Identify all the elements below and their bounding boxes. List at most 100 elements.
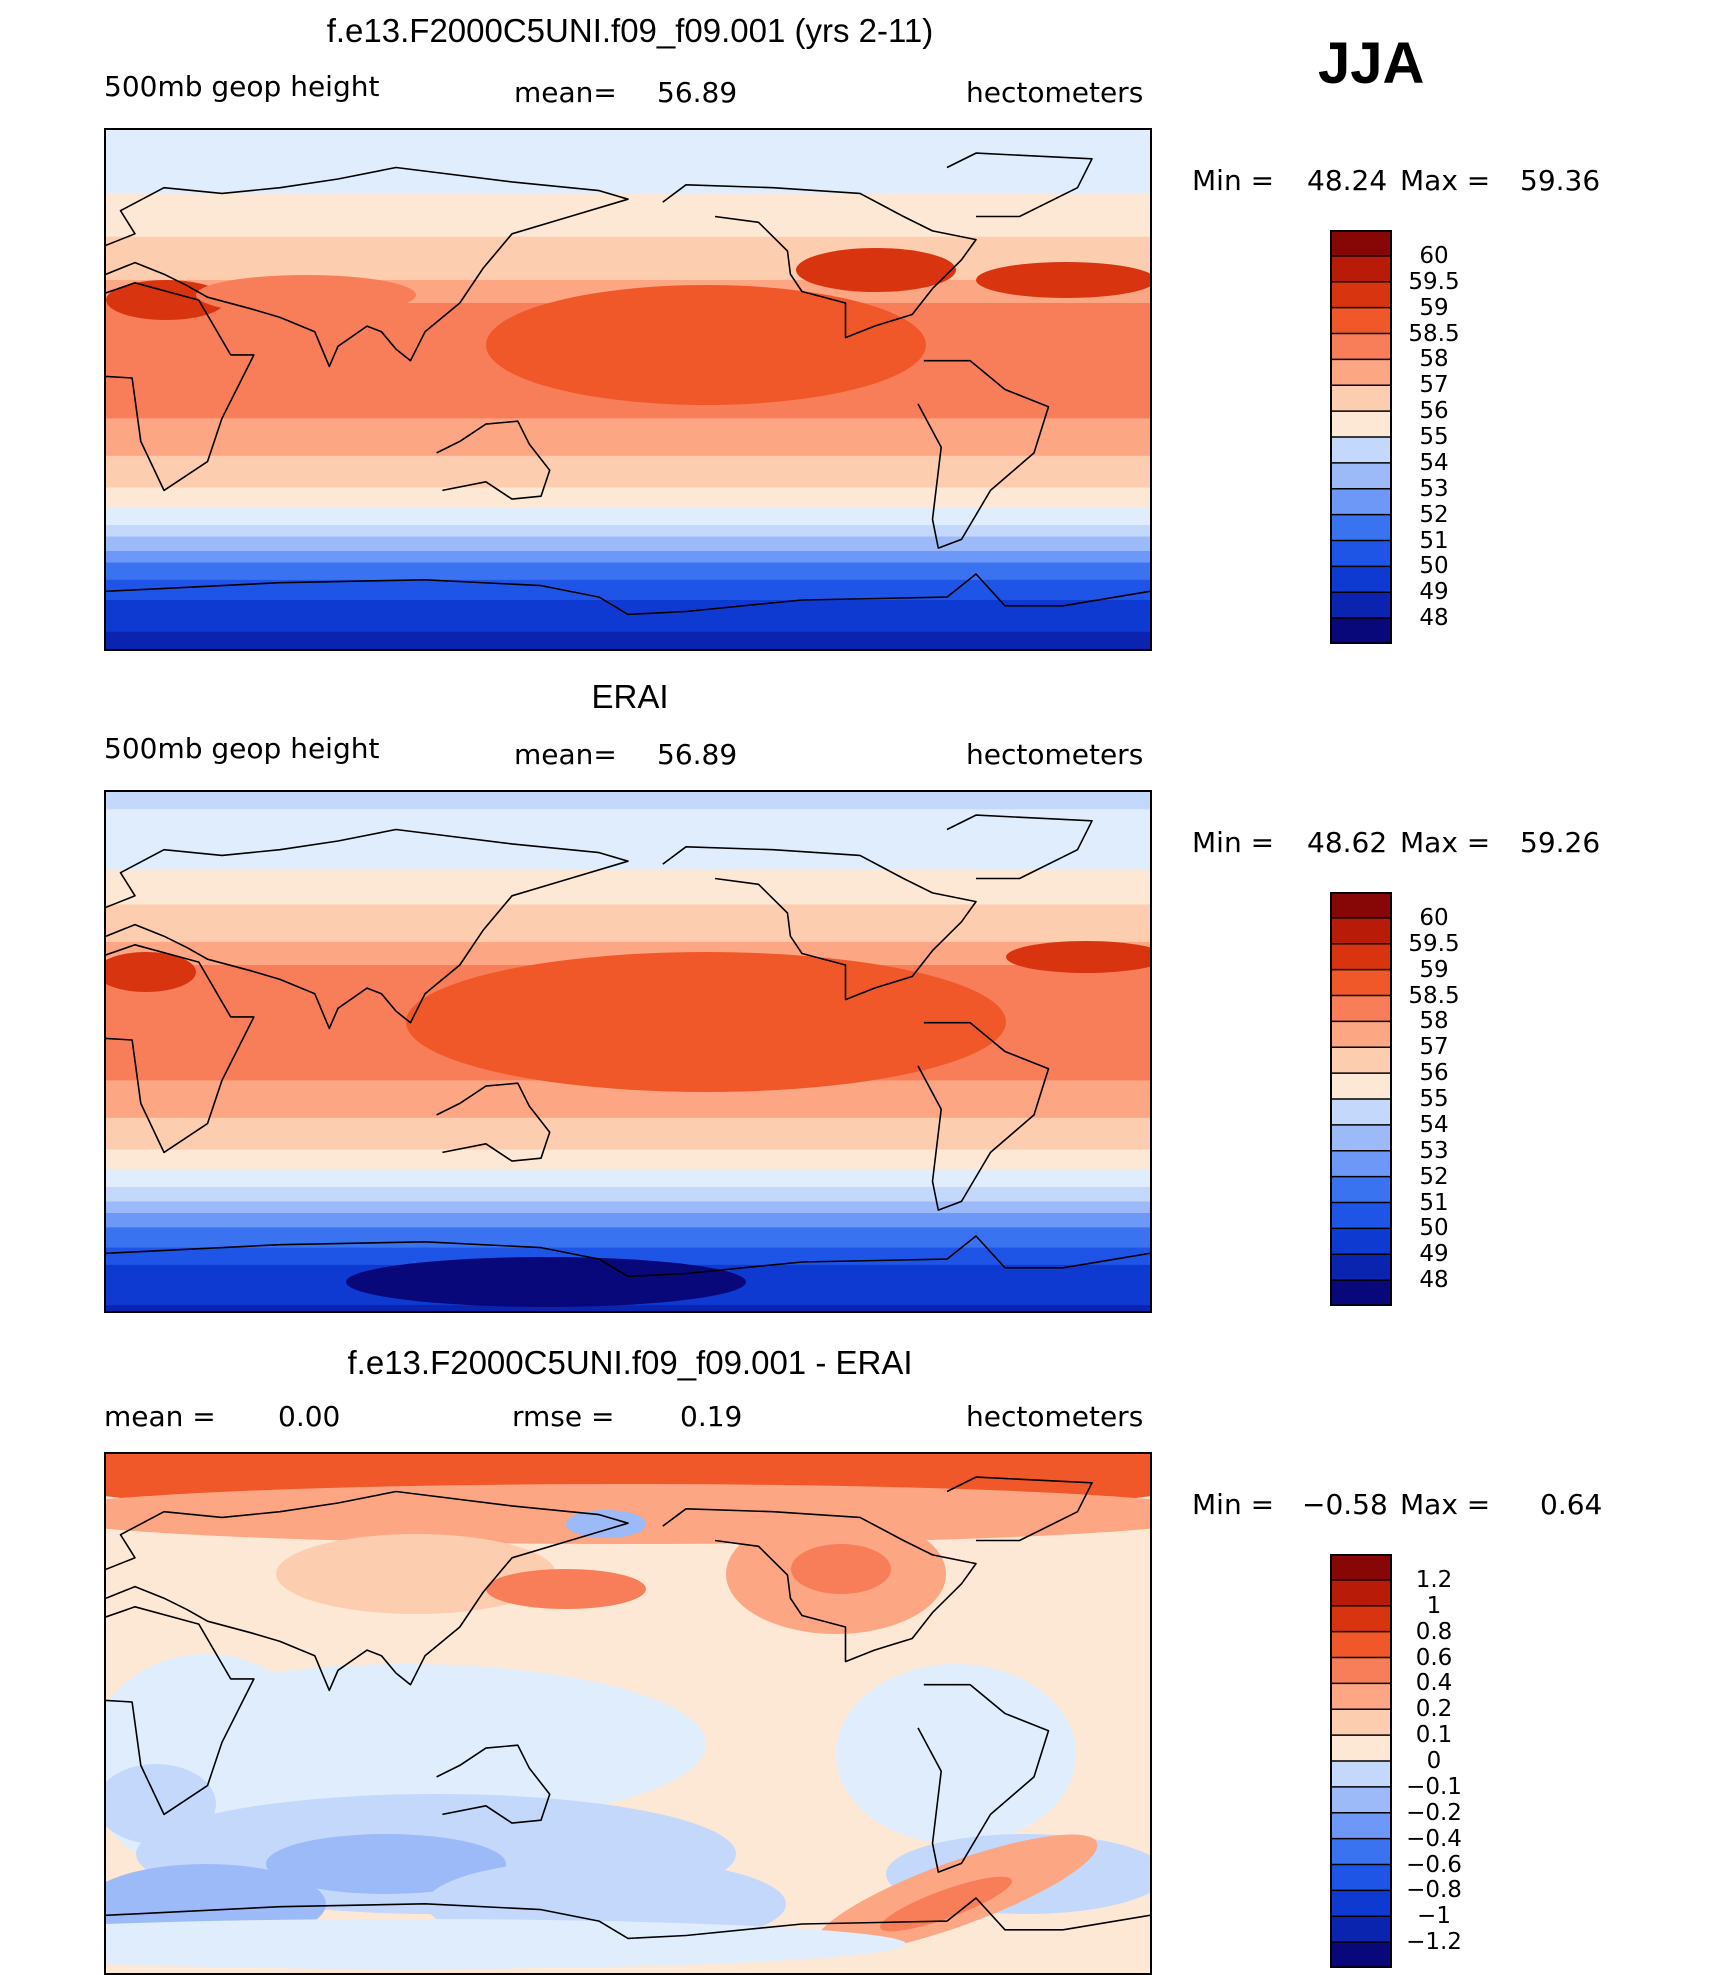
coastline — [106, 282, 255, 492]
contour-band-obs — [106, 1236, 1150, 1240]
colorbar-box-obs — [1330, 1175, 1392, 1204]
rmse-value-diff: 0.19 — [680, 1400, 743, 1433]
contour-band-model — [106, 435, 1150, 440]
colorbar-box-obs — [1330, 892, 1392, 920]
colorbar-tick-label: 53 — [1419, 1137, 1449, 1164]
panel-title-model: f.e13.F2000C5UNI.f09_f09.001 (yrs 2-11) — [326, 12, 934, 49]
contour-cell-model — [196, 275, 416, 315]
contour-band-obs — [106, 803, 1150, 808]
min-value-diff: −0.58 — [1302, 1488, 1388, 1521]
contour-band-obs — [106, 918, 1150, 923]
colorbar-tick-label: 0.6 — [1415, 1644, 1453, 1671]
contour-band-obs — [106, 852, 1150, 857]
contour-band-model — [106, 608, 1150, 613]
contour-band-model — [106, 542, 1150, 546]
colorbar-box-model — [1330, 617, 1392, 644]
contour-band-model — [106, 259, 1150, 264]
contour-band-obs — [106, 826, 1150, 831]
contour-band-model — [106, 533, 1150, 538]
contour-band-model — [106, 487, 1150, 492]
contour-band-model — [106, 646, 1150, 649]
colorbar-box-obs — [1330, 1046, 1392, 1075]
colorbar-tick-label: 1 — [1426, 1592, 1442, 1619]
contour-band-model — [106, 144, 1150, 149]
contour-band-model — [106, 199, 1150, 203]
colorbar-box-model — [1330, 281, 1392, 309]
colorbar-tick-label: −1.2 — [1406, 1929, 1462, 1956]
contour-band-obs — [106, 855, 1150, 860]
contour-band-obs — [106, 1126, 1150, 1131]
colorbar-box-diff — [1330, 1605, 1392, 1633]
min-value-model: 48.24 — [1307, 164, 1388, 197]
contour-band-obs — [106, 1184, 1150, 1188]
contour-band-obs — [106, 1175, 1150, 1180]
colorbar-box-obs — [1330, 1098, 1392, 1127]
contour-band-model — [106, 274, 1150, 278]
contour-band-obs — [106, 927, 1150, 932]
contour-band-model — [106, 141, 1150, 146]
contour-cell-diff — [486, 1569, 646, 1609]
contour-band-obs — [106, 1129, 1150, 1134]
contour-band-model — [106, 412, 1150, 417]
contour-band-model — [106, 210, 1150, 215]
contour-band-model — [106, 222, 1150, 226]
contour-band-obs — [106, 1088, 1150, 1093]
contour-band-obs — [106, 944, 1150, 949]
contour-band-obs — [106, 832, 1150, 837]
contour-band-obs — [106, 901, 1150, 906]
contour-band-model — [106, 637, 1150, 642]
contour-band-model — [106, 476, 1150, 480]
coastline — [917, 1021, 1050, 1211]
coastline — [106, 1606, 255, 1816]
contour-band-obs — [106, 910, 1150, 914]
panel-title-diff: f.e13.F2000C5UNI.f09_f09.001 - ERAI — [347, 1344, 913, 1381]
contour-band-model — [106, 403, 1150, 408]
contour-band-model — [106, 458, 1150, 463]
map-panel-diff — [104, 1452, 1152, 1975]
contour-band-obs — [106, 846, 1150, 851]
contour-band-obs — [106, 921, 1150, 926]
contour-band-model — [106, 429, 1150, 434]
contour-band-obs — [106, 835, 1150, 839]
contour-cell-obs — [1006, 941, 1150, 973]
contour-band-model — [106, 519, 1150, 523]
contour-band-obs — [106, 904, 1150, 909]
colorbar-tick-label: 49 — [1419, 1241, 1449, 1268]
contour-band-model — [106, 282, 1150, 287]
colorbar-tick-label: 58.5 — [1408, 320, 1460, 347]
contour-band-model — [106, 470, 1150, 474]
max-label-diff: Max = — [1400, 1488, 1491, 1521]
min-label-obs: Min = — [1192, 826, 1275, 859]
contour-band-obs — [106, 1187, 1150, 1191]
contour-band-model — [106, 643, 1150, 647]
contour-band-model — [106, 473, 1150, 477]
max-label-model: Max = — [1400, 164, 1491, 197]
units-label-diff: hectometers — [966, 1400, 1144, 1433]
colorbar-box-model — [1330, 384, 1392, 413]
max-label-obs: Max = — [1400, 826, 1491, 859]
coastline — [662, 1507, 977, 1663]
colorbar-box-obs — [1330, 1253, 1392, 1282]
contour-band-model — [106, 602, 1150, 607]
contour-band-obs — [106, 792, 1150, 796]
contour-band-obs — [106, 936, 1150, 940]
contour-band-obs — [106, 881, 1150, 886]
contour-band-obs — [106, 1158, 1150, 1162]
colorbar-box-diff — [1330, 1554, 1392, 1582]
contour-band-model — [106, 225, 1150, 229]
colorbar-tick-label: 57 — [1419, 372, 1449, 399]
coastline — [662, 183, 977, 339]
contour-band-obs — [106, 1143, 1150, 1148]
contour-band-model — [106, 640, 1150, 645]
contour-band-model — [106, 579, 1150, 584]
contour-band-model — [106, 522, 1150, 526]
contour-band-obs — [106, 939, 1150, 943]
contour-cell-model — [486, 285, 926, 405]
colorbar-box-diff — [1330, 1579, 1392, 1607]
contour-band-obs — [106, 849, 1150, 854]
contour-band-model — [106, 452, 1150, 457]
contour-band-model — [106, 173, 1150, 177]
coastline — [106, 166, 629, 368]
contour-cell-obs — [406, 952, 1006, 1092]
contour-map-model — [106, 130, 1150, 649]
